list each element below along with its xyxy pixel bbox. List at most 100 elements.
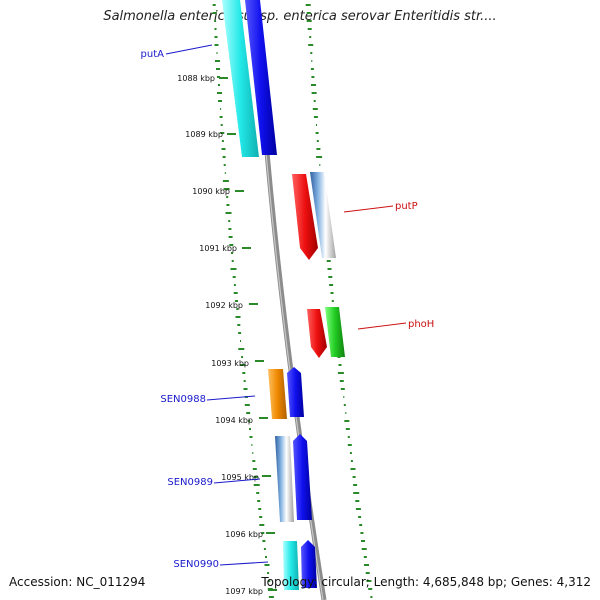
gene-SEN0990-cyan [283,541,299,590]
gc-dot [306,12,311,14]
ruler-label: 1091 kbp [199,244,237,253]
gene-phoH[interactable] [307,307,345,358]
label-leader-SEN0988 [206,395,256,401]
gene-label-SEN0989[interactable]: SEN0989 [167,477,213,488]
gc-dot [308,44,314,46]
gene-label-SEN0988[interactable]: SEN0988 [160,394,206,405]
gc-dot [359,524,363,526]
gc-dot [311,84,316,86]
gc-dot [235,316,241,318]
gene-SEN0990[interactable] [283,540,317,590]
gene-putA-cyan [222,0,259,157]
gene-SEN0990-blue [301,540,317,588]
label-leader-putP [343,205,394,213]
gc-dot [219,116,223,118]
gc-dot [339,380,344,382]
gc-dot [265,556,267,558]
ruler-label: 1097 kbp [225,587,263,596]
gc-dot [235,300,238,302]
gc-dot [214,20,217,22]
gc-dot [242,372,246,374]
gc-dot [327,268,332,270]
gc-dot [360,532,364,534]
gene-label-phoH[interactable]: phoH [408,319,434,330]
gene-label-putP[interactable]: putP [395,201,418,212]
gc-dot [226,204,230,206]
gc-dot [217,76,220,78]
gc-dot [225,212,232,214]
gc-dot [240,340,241,342]
gc-dot [243,388,248,390]
gc-dot [220,108,222,110]
gc-dot [220,132,225,134]
gc-dot [319,164,321,166]
ruler-label: 1090 kbp [192,187,230,196]
gc-dot [248,420,251,422]
ruler-label: 1088 kbp [177,74,215,83]
gc-dot [310,68,314,70]
gc-dot [309,36,312,38]
gene-putP-steel [310,172,336,258]
gc-dot [212,12,217,14]
label-leader-SEN0990 [219,561,269,566]
gene-SEN0989[interactable] [275,434,312,522]
gc-dot [240,364,246,366]
gc-dot [316,156,323,158]
gene-phoH-red [307,309,327,358]
gc-dot [231,260,234,262]
gene-SEN0988-blue [287,367,304,417]
gc-dot [263,548,266,550]
gene-SEN0989-blue [293,434,312,520]
gc-dot [217,92,222,94]
gc-dot [316,148,321,150]
gene-putA[interactable] [222,0,277,157]
gc-dot [264,564,270,566]
gc-dot [216,52,218,54]
gene-putA-blue [245,0,277,155]
gc-dot [238,332,242,334]
gc-dot [328,276,333,278]
gc-dot [353,492,360,494]
gc-dot [353,484,358,486]
gc-dot [355,508,361,510]
gc-dot [251,444,253,446]
gc-dot [230,268,237,270]
gc-dot [252,452,254,454]
gc-dot [310,52,313,54]
gc-dot [345,412,347,414]
gc-dot [252,460,256,462]
gc-dot [370,596,373,598]
gc-dot [261,532,265,534]
gc-dot [214,44,219,46]
gc-dot [350,468,356,470]
gc-dot [244,404,250,406]
gene-label-SEN0990[interactable]: SEN0990 [173,559,219,570]
gc-dot [267,572,270,574]
gc-dot [221,140,224,142]
gc-dot [226,196,229,198]
gc-dot [313,116,318,118]
gc-dot [214,36,218,38]
gc-dot [347,436,350,438]
gc-dot [228,220,231,222]
gc-dot [311,76,315,78]
gc-dot [344,420,350,422]
gene-label-putA[interactable]: putA [141,49,165,60]
gc-dot [233,292,238,294]
gc-dot [307,28,312,30]
gc-dot [218,84,220,86]
label-leader-phoH [357,322,407,330]
gc-dot [330,292,334,294]
gc-dot [345,428,350,430]
gc-dot [268,580,271,582]
gene-putP[interactable] [292,172,336,260]
gc-dot [252,468,257,470]
gc-dot [228,228,232,230]
gene-SEN0988[interactable] [268,367,304,419]
gc-dot [331,300,334,302]
gc-dot [236,308,239,310]
gc-dot [368,588,373,590]
gc-dot [305,4,311,6]
gc-dot [228,236,233,238]
